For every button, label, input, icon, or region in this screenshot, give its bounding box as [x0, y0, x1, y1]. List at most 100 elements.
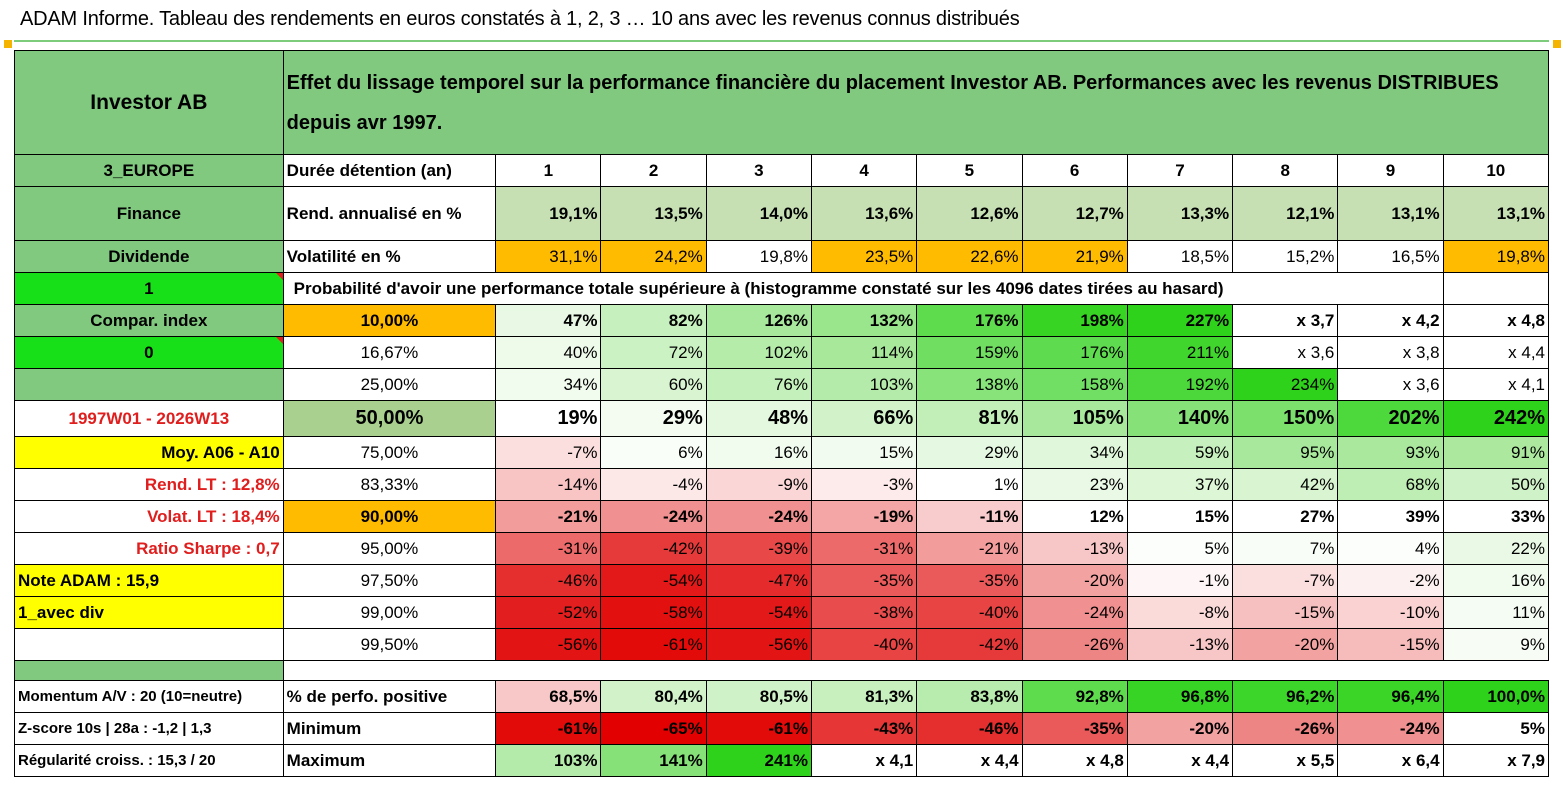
prob-value: x 4,4 — [1442, 336, 1550, 369]
prob-value: -26% — [1021, 628, 1128, 661]
prob-value: -40% — [810, 628, 918, 661]
prob-value: -15% — [1337, 628, 1444, 661]
prob-value: 140% — [1126, 400, 1234, 437]
vol-row: Dividende Volatilité en % 31,1% 24,2% 19,8% 2… — [14, 240, 1550, 273]
prob-value: -10% — [1337, 596, 1444, 629]
prob-threshold: 97,50% — [282, 564, 497, 597]
min-value: -20% — [1126, 712, 1234, 745]
prob-value: -21% — [916, 532, 1023, 565]
prob-value: -42% — [916, 628, 1023, 661]
prob-value: x 3,8 — [1337, 336, 1444, 369]
vol-value: 15,2% — [1232, 240, 1339, 273]
prob-value: -20% — [1021, 564, 1128, 597]
report-title: ADAM Informe. Tableau des rendements en … — [20, 8, 1020, 30]
prob-value: -21% — [495, 500, 602, 533]
region-label: 3_EUROPE — [14, 154, 284, 187]
prob-value: -54% — [600, 564, 707, 597]
min-value: -35% — [1021, 712, 1128, 745]
prob-value: 11% — [1442, 596, 1550, 629]
prob-value: 72% — [600, 336, 707, 369]
prob-row: 1_avec div 99,00% -52% -58% -54% -38% -40% -24%… — [14, 596, 1550, 629]
pos-value: 80,5% — [705, 680, 813, 713]
rend-lt-label: Rend. LT : 12,8% — [14, 468, 284, 501]
moy-label: Moy. A06 - A10 — [14, 436, 284, 469]
prob-value: x 3,7 — [1232, 304, 1339, 337]
avec-div-label: 1_avec div — [14, 596, 284, 629]
prob-value: 37% — [1126, 468, 1234, 501]
prob-value: -42% — [600, 532, 707, 565]
prob-value: 33% — [1442, 500, 1550, 533]
prob-value: 29% — [600, 400, 707, 437]
year-header: 4 — [810, 154, 918, 187]
prob-value: 16% — [705, 436, 813, 469]
distribution-label: Dividende — [14, 240, 284, 273]
prob-value: 47% — [495, 304, 602, 337]
min-value: 5% — [1442, 712, 1550, 745]
duration-label: Durée détention (an) — [282, 154, 497, 187]
pos-label: % de perfo. positive — [282, 680, 497, 713]
year-header: 2 — [600, 154, 707, 187]
max-value: x 4,4 — [916, 744, 1023, 777]
pos-value: 92,8% — [1021, 680, 1128, 713]
prob-row: Volat. LT : 18,4% 90,00% -21% -24% -24% -19% -… — [14, 500, 1550, 533]
rend-value: 12,1% — [1232, 186, 1339, 241]
max-value: 103% — [495, 744, 602, 777]
rend-value: 13,5% — [600, 186, 707, 241]
prob-value: 198% — [1021, 304, 1128, 337]
vol-value: 31,1% — [495, 240, 602, 273]
volat-lt-label: Volat. LT : 18,4% — [14, 500, 284, 533]
prob-value: -54% — [705, 596, 813, 629]
prob-value: 9% — [1442, 628, 1550, 661]
vol-value: 24,2% — [600, 240, 707, 273]
corner-marker-left — [4, 40, 12, 48]
rend-value: 13,1% — [1337, 186, 1444, 241]
prob-value: -38% — [810, 596, 918, 629]
header-description: Effet du lissage temporel sur la perform… — [282, 50, 1550, 155]
rend-value: 13,6% — [810, 186, 918, 241]
year-header: 1 — [495, 154, 602, 187]
prob-value: -13% — [1021, 532, 1128, 565]
prob-value: 81% — [916, 400, 1023, 437]
corner-marker-right — [1553, 40, 1561, 48]
prob-value: 22% — [1442, 532, 1550, 565]
compar-index-label: Compar. index — [14, 304, 284, 337]
prob-value: -52% — [495, 596, 602, 629]
prob-value: 234% — [1232, 368, 1339, 401]
prob-row: Moy. A06 - A10 75,00% -7% 6% 16% 15% 29% 34% 59%… — [14, 436, 1550, 469]
prob-value: 102% — [705, 336, 813, 369]
prob-value: 202% — [1337, 400, 1444, 437]
prob-title-row: 1 Probabilité d'avoir une performance tot… — [14, 272, 1550, 305]
empty-left — [14, 368, 284, 401]
max-value: 241% — [705, 744, 813, 777]
prob-value: -35% — [810, 564, 918, 597]
flag-zero: 0 — [14, 336, 284, 369]
rend-label: Rend. annualisé en % — [282, 186, 497, 241]
sector-label: Finance — [14, 186, 284, 241]
max-value: x 5,5 — [1232, 744, 1339, 777]
prob-value: 12% — [1021, 500, 1128, 533]
prob-value: 15% — [1126, 500, 1234, 533]
prob-value: 27% — [1232, 500, 1339, 533]
gap-row — [14, 660, 1549, 681]
prob-value: -7% — [1232, 564, 1339, 597]
prob-value: 176% — [916, 304, 1023, 337]
prob-value: -20% — [1232, 628, 1339, 661]
period-label: 1997W01 - 2026W13 — [14, 400, 284, 437]
prob-value: 19% — [495, 400, 602, 437]
empty-cell — [1442, 272, 1550, 305]
momentum-label: Momentum A/V : 20 (10=neutre) — [14, 680, 284, 713]
prob-value: -4% — [600, 468, 707, 501]
prob-value: 242% — [1442, 400, 1550, 437]
prob-value: 4% — [1337, 532, 1444, 565]
prob-value: 176% — [1021, 336, 1128, 369]
zscore-label: Z-score 10s | 28a : -1,2 | 1,3 — [14, 712, 284, 745]
prob-value: 68% — [1337, 468, 1444, 501]
prob-threshold: 75,00% — [282, 436, 497, 469]
prob-value: -39% — [705, 532, 813, 565]
prob-value: -19% — [810, 500, 918, 533]
rend-value: 12,7% — [1021, 186, 1128, 241]
prob-value: 60% — [600, 368, 707, 401]
year-header: 6 — [1021, 154, 1128, 187]
pos-value: 96,2% — [1232, 680, 1339, 713]
prob-value: 192% — [1126, 368, 1234, 401]
